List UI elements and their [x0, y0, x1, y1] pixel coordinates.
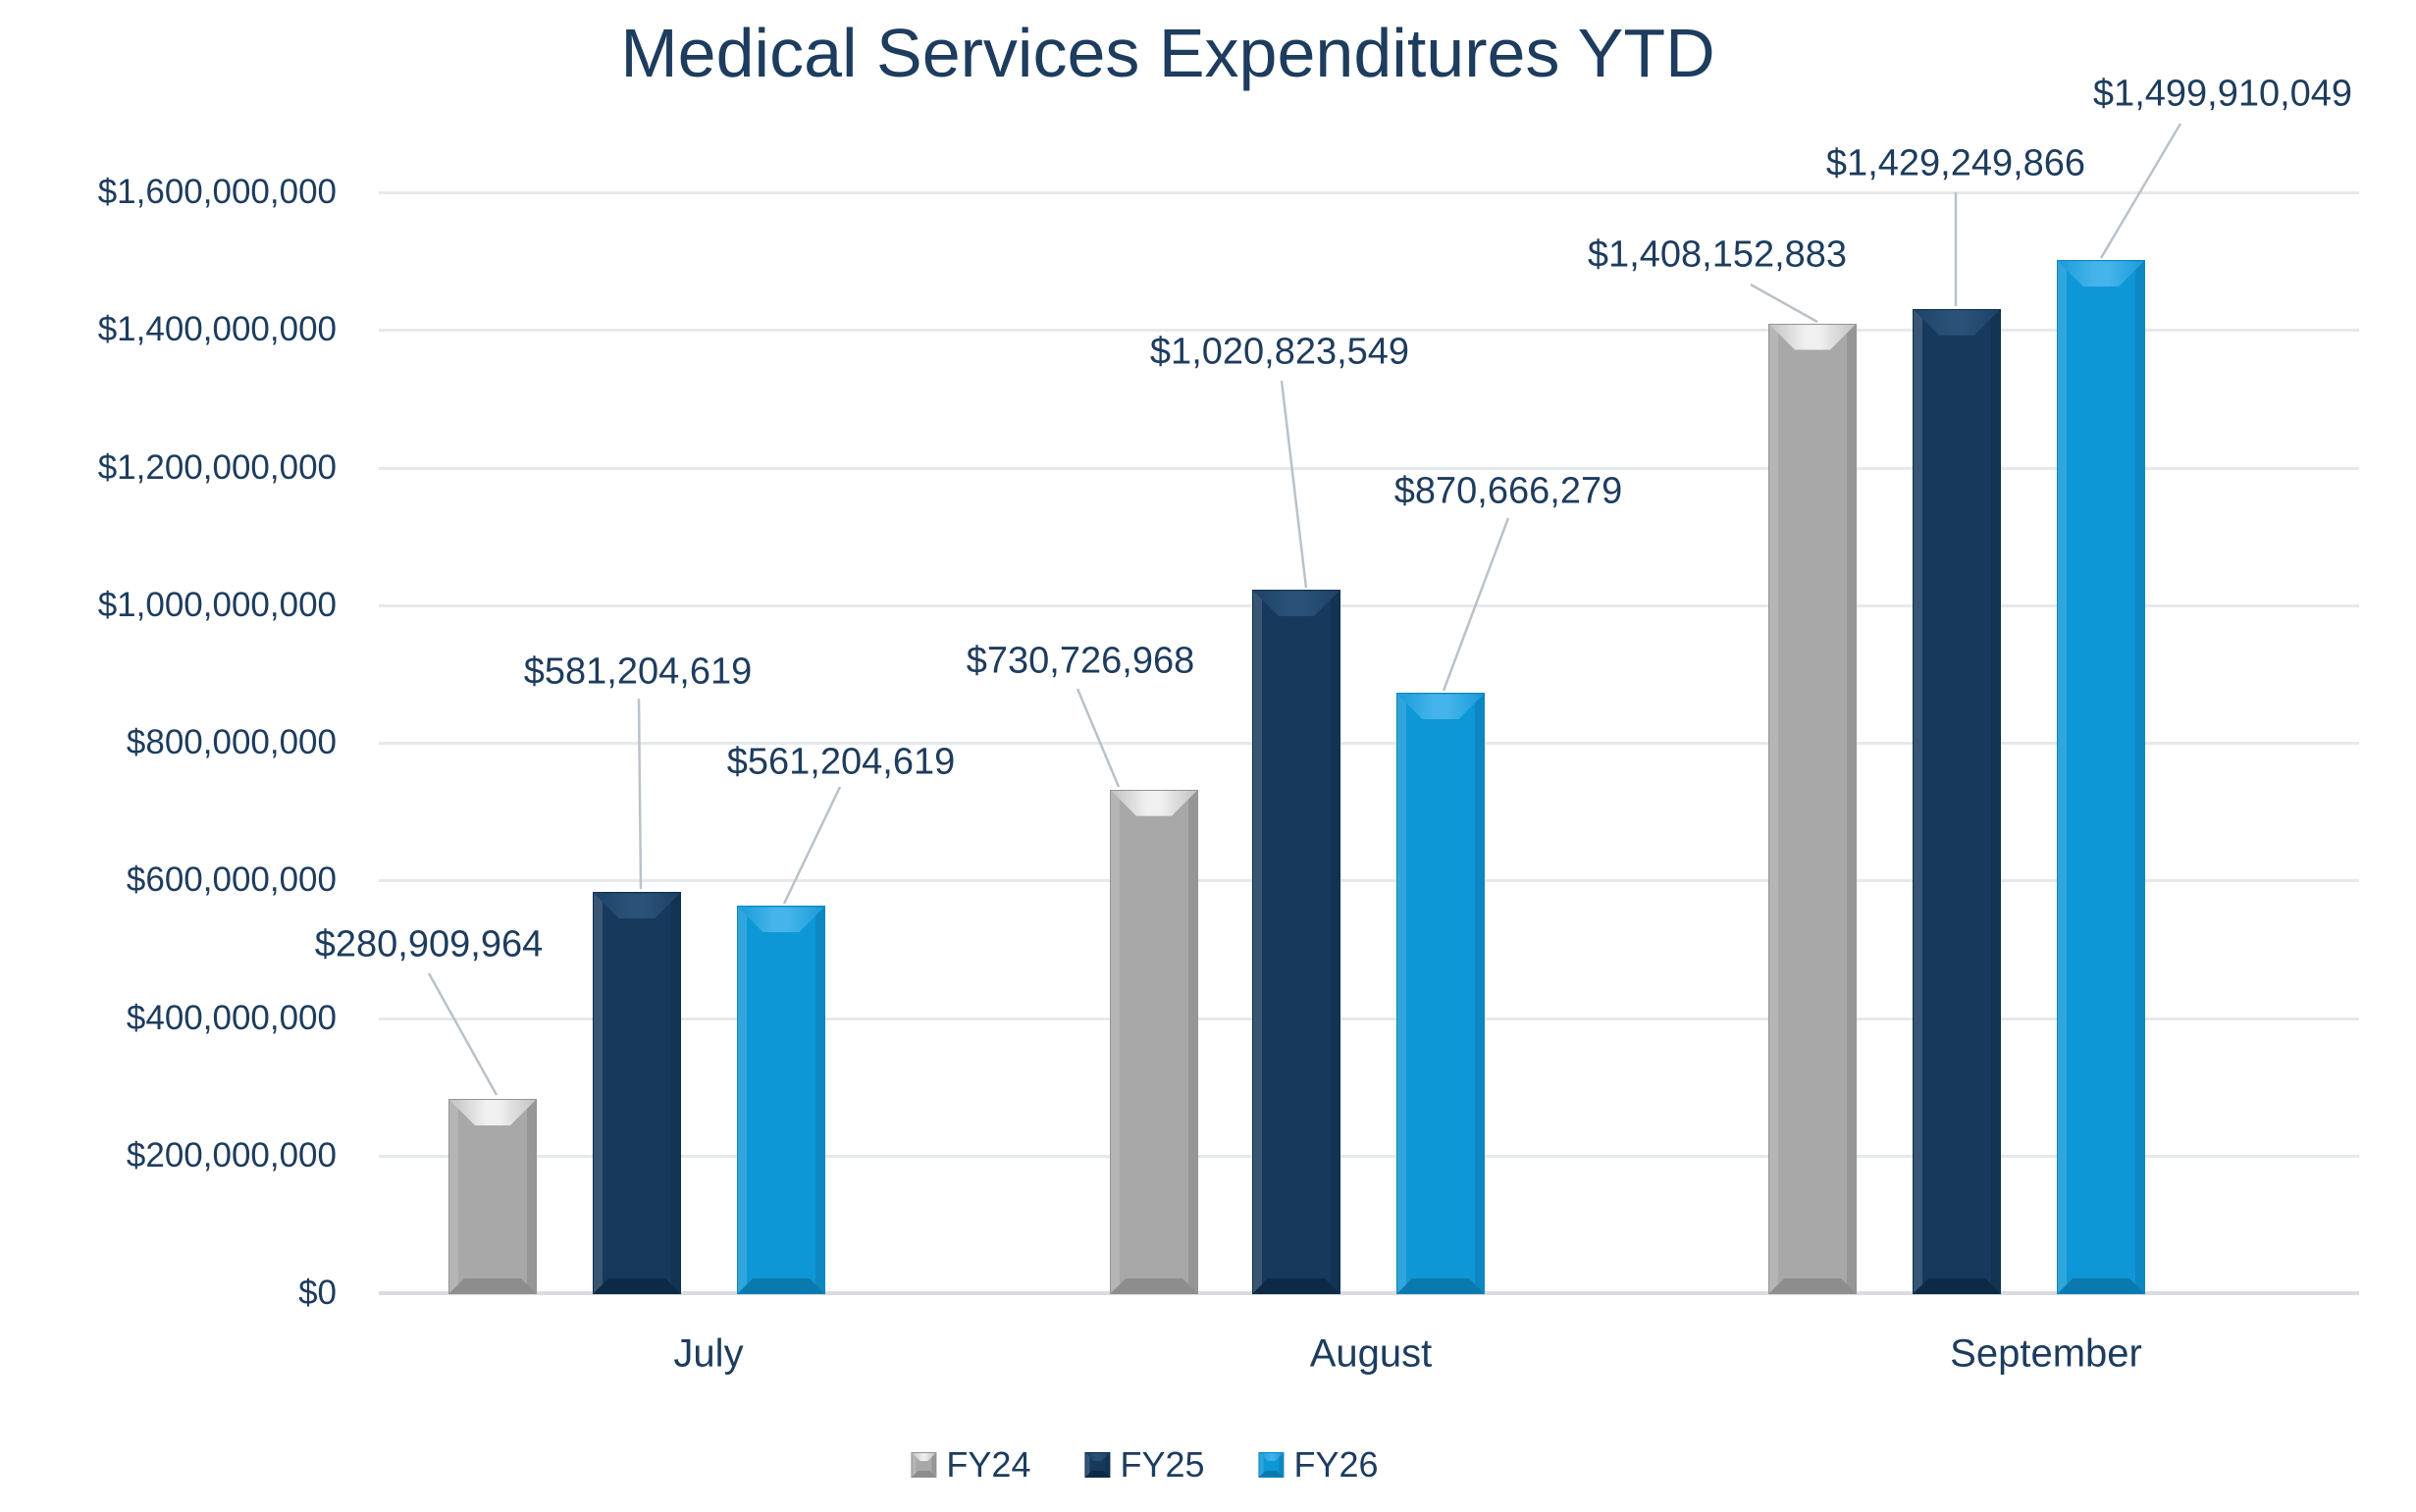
y-axis-tick-label: $800,000,000	[126, 723, 337, 761]
y-axis-tick-label: $200,000,000	[126, 1135, 337, 1174]
bar-fy25-july	[594, 893, 680, 1293]
bar-body	[738, 907, 824, 1293]
legend-label-fy26: FY26	[1293, 1444, 1379, 1485]
legend-swatch-fy24	[912, 1453, 936, 1477]
bar-fy24-july	[449, 1100, 536, 1293]
gridline	[379, 329, 2359, 333]
legend-swatch-fy25	[1085, 1453, 1110, 1477]
gridline	[379, 1154, 2359, 1158]
bar-fy25-september	[1914, 309, 2000, 1293]
leader-line-fy24-august	[1076, 688, 1121, 788]
legend-label-fy24: FY24	[946, 1444, 1031, 1485]
y-axis-tick-label: $1,400,000,000	[97, 310, 337, 349]
data-label-fy26-august: $870,666,279	[1393, 470, 1623, 512]
leader-line-fy25-july	[637, 698, 643, 890]
gridline	[379, 742, 2359, 745]
data-label-fy26-july: $561,204,619	[726, 741, 956, 783]
bar-body	[2058, 261, 2144, 1293]
leader-line-fy24-september	[1750, 283, 1818, 324]
leader-line-fy24-july	[427, 972, 499, 1096]
bar-body	[1111, 790, 1197, 1293]
legend-item-fy24: FY24	[912, 1444, 1030, 1486]
gridline	[379, 466, 2359, 470]
y-axis-tick-label: $0	[298, 1274, 337, 1312]
y-axis-tick-label: $600,000,000	[126, 860, 337, 900]
legend: FY24 FY25 FY26	[912, 1444, 1379, 1486]
legend-label-fy25: FY25	[1120, 1444, 1205, 1485]
bar-body	[1769, 324, 1856, 1293]
category-label-september: September	[1950, 1331, 2142, 1376]
gridline	[379, 191, 2359, 194]
data-label-fy25-september: $1,429,249,866	[1825, 142, 2086, 184]
data-label-fy24-july: $280,909,964	[314, 923, 544, 965]
bar-body	[1914, 309, 2000, 1293]
data-label-fy25-july: $581,204,619	[523, 651, 753, 693]
y-axis-tick-label: $1,200,000,000	[97, 447, 337, 487]
y-axis-tick-label: $400,000,000	[126, 998, 337, 1037]
y-axis-tick-label: $1,600,000,000	[97, 173, 337, 211]
legend-item-fy26: FY26	[1259, 1444, 1379, 1486]
data-label-fy26-september: $1,499,910,049	[2092, 73, 2353, 115]
leader-line-fy25-august	[1280, 380, 1308, 589]
gridline	[379, 1017, 2359, 1020]
category-label-august: August	[1309, 1331, 1433, 1376]
category-label-july: July	[673, 1331, 744, 1376]
bar-fy26-july	[738, 907, 824, 1293]
gridline	[379, 603, 2359, 607]
leader-line-fy26-july	[782, 786, 842, 905]
chart-title: Medical Services Expenditures YTD	[620, 15, 1715, 91]
bar-fy24-september	[1769, 324, 1856, 1293]
bar-fy24-august	[1111, 790, 1197, 1293]
legend-item-fy25: FY25	[1085, 1444, 1205, 1486]
bar-body	[449, 1100, 536, 1293]
bar-fy26-september	[2058, 261, 2144, 1293]
bar-body	[594, 893, 680, 1293]
data-label-fy24-september: $1,408,152,883	[1587, 234, 1848, 276]
legend-swatch-fy26	[1259, 1453, 1284, 1477]
bar-fy25-august	[1253, 591, 1339, 1293]
gridline	[379, 879, 2359, 883]
y-axis-tick-label: $1,000,000,000	[97, 585, 337, 624]
data-label-fy25-august: $1,020,823,549	[1149, 331, 1410, 373]
bar-fy26-august	[1397, 694, 1484, 1293]
x-axis-line	[379, 1291, 2359, 1295]
bar-body	[1253, 591, 1339, 1293]
bar-body	[1397, 694, 1484, 1293]
data-label-fy24-august: $730,726,968	[966, 640, 1195, 682]
